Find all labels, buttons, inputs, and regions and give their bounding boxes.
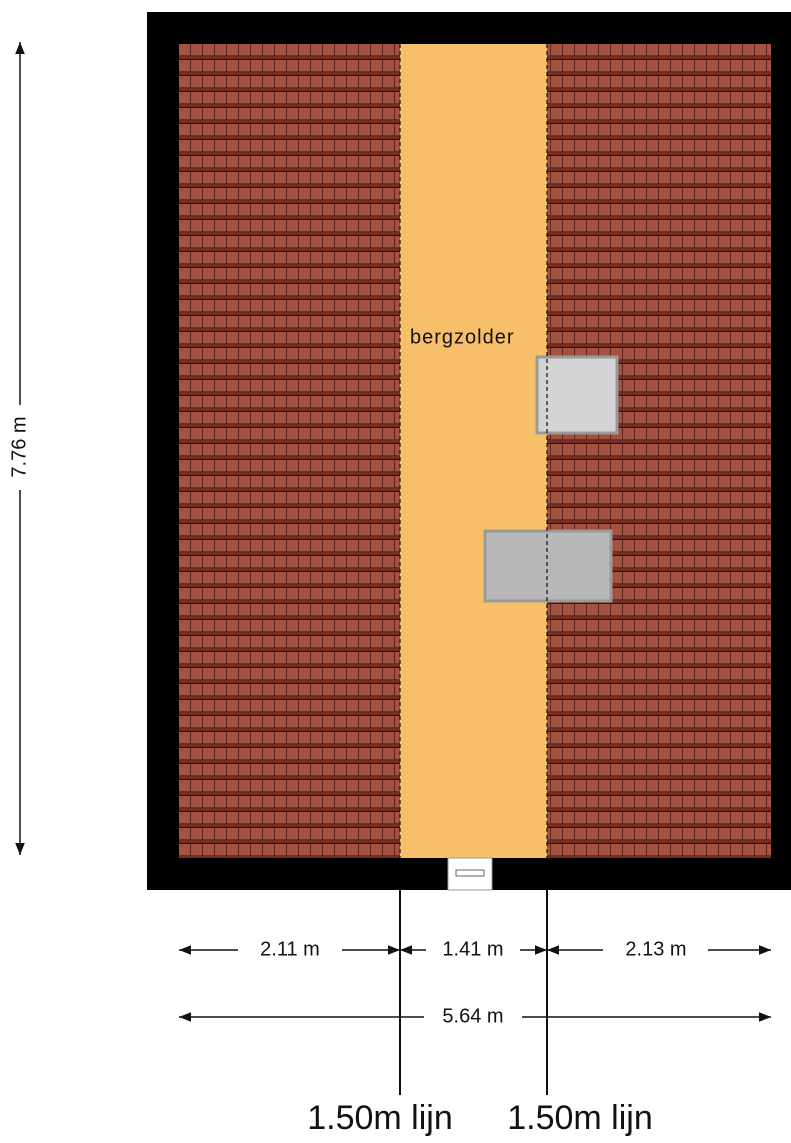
door <box>447 857 493 891</box>
door-detail <box>455 869 485 877</box>
dimension-label: 7.76 m <box>8 416 30 477</box>
floor-strip <box>400 44 547 858</box>
dimension-label: 2.11 m <box>260 938 320 960</box>
dimension-label: 2.13 m <box>625 938 686 960</box>
reference-label: 1.50m lijn <box>507 1099 653 1137</box>
skylight <box>535 355 619 435</box>
skylight <box>483 529 613 603</box>
dimension-label: 5.64 m <box>442 1005 503 1027</box>
reference-label: 1.50m lijn <box>307 1099 453 1137</box>
room-label: bergzolder <box>410 326 515 348</box>
dimension-label: 1.41 m <box>442 938 503 960</box>
